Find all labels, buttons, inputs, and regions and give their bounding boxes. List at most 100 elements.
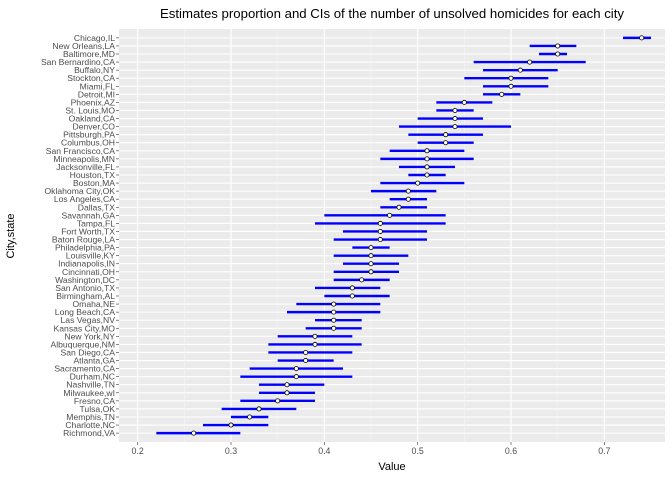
- estimate-point-42: [293, 374, 299, 380]
- y-tick-label: San Diego,CA: [61, 347, 116, 357]
- y-tick-label: Washington,DC: [55, 275, 115, 285]
- estimate-point-35: [331, 317, 337, 323]
- estimate-points: [191, 35, 645, 436]
- estimate-point-1: [555, 43, 561, 49]
- y-tick-label: Phoenix,AZ: [71, 97, 115, 107]
- estimate-point-49: [191, 430, 197, 436]
- estimate-point-39: [303, 349, 309, 355]
- estimate-point-26: [368, 245, 374, 251]
- y-tick-label: Albuquerque,NM: [51, 339, 116, 349]
- y-tick-label: Miami,FL: [80, 81, 116, 91]
- estimate-point-32: [349, 293, 355, 299]
- estimate-point-43: [284, 382, 290, 388]
- x-gridlines: [137, 29, 605, 442]
- estimate-point-16: [424, 164, 430, 170]
- y-tick-label: San Francisco,CA: [46, 146, 116, 156]
- y-tick-label: Nashville,TN: [66, 380, 115, 390]
- x-tick-label: 0.6: [505, 446, 517, 456]
- estimate-point-47: [247, 414, 253, 420]
- estimate-point-23: [377, 220, 383, 226]
- y-tick-label: Los Angeles,CA: [54, 194, 115, 204]
- estimate-point-36: [331, 325, 337, 331]
- estimate-point-22: [387, 212, 393, 218]
- x-tick-label: 0.5: [412, 446, 424, 456]
- estimate-point-15: [424, 156, 430, 162]
- y-tick-label: San Antonio,TX: [55, 283, 115, 293]
- estimate-point-19: [405, 188, 411, 194]
- y-tick-label: Milwaukee,wI: [63, 388, 115, 398]
- y-tick-label: Tulsa,OK: [80, 404, 116, 414]
- x-tick-label: 0.7: [598, 446, 610, 456]
- estimate-point-3: [527, 59, 533, 65]
- estimate-point-30: [359, 277, 365, 283]
- estimate-point-7: [499, 91, 505, 97]
- estimate-point-41: [293, 366, 299, 372]
- estimate-point-5: [508, 75, 514, 81]
- y-tick-label: New Orleans,LA: [52, 41, 115, 51]
- y-tick-label: Oakland,CA: [69, 114, 116, 124]
- estimate-point-28: [368, 261, 374, 267]
- y-tick-label: Boston,MA: [73, 178, 115, 188]
- estimate-point-9: [452, 107, 458, 113]
- y-tick-label: Sacramento,CA: [54, 364, 115, 374]
- y-tick-label: Detroit,MI: [78, 89, 115, 99]
- y-tick-label: Buffalo,NY: [74, 65, 115, 75]
- estimate-point-48: [228, 422, 234, 428]
- y-tick-label: Omaha,NE: [72, 299, 115, 309]
- y-tick-label: Indianapolis,IN: [58, 259, 115, 269]
- y-tick-label: Oklahoma City,OK: [44, 186, 115, 196]
- estimate-point-17: [424, 172, 430, 178]
- y-tick-label: St. Louis,MO: [65, 105, 115, 115]
- y-tick-label: Pittsburgh,PA: [63, 130, 115, 140]
- y-tick-label: Richmond,VA: [63, 428, 115, 438]
- estimate-point-2: [555, 51, 561, 57]
- y-tick-label: Memphis,TN: [66, 412, 115, 422]
- plot-panel: [119, 29, 665, 442]
- y-tick-label: Birmingham,AL: [56, 291, 115, 301]
- estimate-point-13: [443, 140, 449, 146]
- estimate-point-46: [256, 406, 262, 412]
- y-tick-label: Atlanta,GA: [73, 356, 115, 366]
- y-tick-label: New York,NY: [64, 331, 115, 341]
- estimate-point-38: [312, 341, 318, 347]
- estimate-point-10: [452, 116, 458, 122]
- estimate-point-29: [368, 269, 374, 275]
- estimate-point-34: [331, 309, 337, 315]
- estimate-point-31: [349, 285, 355, 291]
- x-tick-label: 0.3: [225, 446, 237, 456]
- estimate-point-40: [303, 358, 309, 364]
- y-tick-label: Chicago,IL: [74, 33, 115, 43]
- y-tick-label: Dallas,TX: [78, 202, 116, 212]
- y-tick-label: Stockton,CA: [67, 73, 115, 83]
- estimate-point-21: [396, 204, 402, 210]
- y-tick-label: Jacksonville,FL: [56, 162, 115, 172]
- y-tick-label: Minneapolis,MN: [53, 154, 115, 164]
- y-axis-title: City,state: [5, 213, 17, 258]
- estimate-point-8: [461, 99, 467, 105]
- panel-background: [119, 29, 665, 442]
- y-tick-label: Denver,CO: [72, 122, 115, 132]
- estimate-point-27: [368, 253, 374, 259]
- estimate-point-20: [405, 196, 411, 202]
- y-tick-label: Tampa,FL: [77, 218, 115, 228]
- y-tick-label: Philadelphia,PA: [55, 243, 115, 253]
- y-tick-label: Fort Worth,TX: [61, 226, 115, 236]
- y-tick-label: Charlotte,NC: [65, 420, 115, 430]
- estimate-point-33: [331, 301, 337, 307]
- y-tick-label: San Bernardino,CA: [41, 57, 115, 67]
- estimate-point-0: [639, 35, 645, 41]
- estimate-point-24: [377, 228, 383, 234]
- y-tick-label: Louisville,KY: [66, 251, 115, 261]
- y-tick-label: Baltimore,MD: [63, 49, 115, 59]
- y-tick-label: Columbus,OH: [61, 138, 115, 148]
- y-tick-label: Houston,TX: [70, 170, 116, 180]
- estimate-point-37: [312, 333, 318, 339]
- estimate-point-25: [377, 237, 383, 243]
- estimate-point-6: [508, 83, 514, 89]
- y-tick-label: Savannah,GA: [61, 210, 115, 220]
- estimate-point-12: [443, 132, 449, 138]
- estimate-point-45: [275, 398, 281, 404]
- y-tick-label: Kansas City,MO: [54, 323, 116, 333]
